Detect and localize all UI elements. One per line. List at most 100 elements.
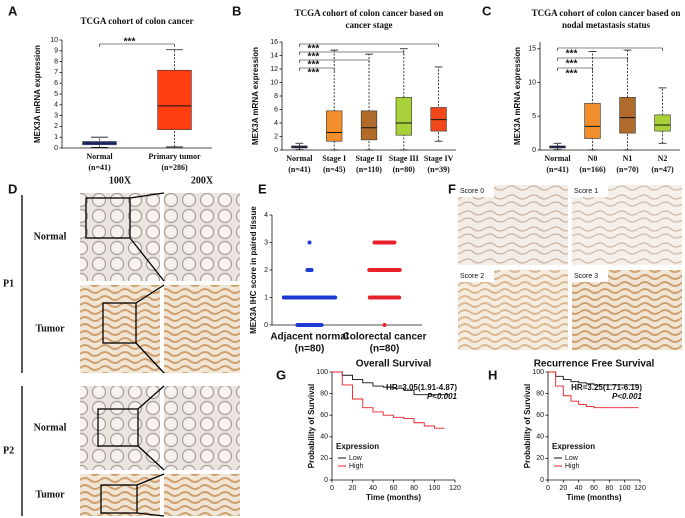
y-tick-label: 40 — [320, 434, 328, 441]
dot — [382, 323, 387, 327]
y-tick-label: 1 — [54, 134, 58, 141]
y-tick-label: 60 — [536, 412, 544, 419]
x-tick-sublabel: (n=45) — [323, 165, 346, 174]
x-tick-label: 0 — [330, 485, 334, 492]
x-tick-label: 40 — [369, 485, 377, 492]
y-tick-label: 0 — [264, 322, 268, 329]
y-tick-label: 2 — [274, 133, 278, 140]
x-tick-label: 80 — [410, 485, 418, 492]
x-tick-label: N1 — [623, 154, 633, 163]
y-tick-label: 6 — [54, 80, 58, 87]
dot — [392, 240, 397, 245]
x-tick-sublabel: (n=47) — [651, 165, 674, 174]
x-tick-sublabel: (n=41) — [546, 165, 569, 174]
y-tick-label: 60 — [320, 412, 328, 419]
significance-label: *** — [308, 52, 320, 63]
hazard-ratio: HR=3.25(1.71-6.19) — [571, 383, 642, 392]
x-tick-sublabel: (n=41) — [288, 165, 311, 174]
dot — [333, 295, 338, 300]
y-tick-label: 1 — [264, 294, 268, 301]
y-axis-label: MEX3A mRNA expression — [251, 47, 260, 145]
x-tick-sublabel: (n=80) — [295, 344, 325, 355]
panel-label: E — [258, 181, 267, 196]
row-label: Tumor — [35, 323, 65, 334]
row-label: Normal — [34, 231, 67, 242]
dot — [319, 323, 324, 327]
x-tick-label: 20 — [349, 485, 357, 492]
dot — [309, 268, 314, 272]
legend-title: Expression — [336, 442, 379, 451]
y-tick-label: 20 — [536, 455, 544, 462]
x-tick-label: 120 — [634, 485, 646, 492]
row-label: Normal — [34, 422, 67, 433]
chart-title: Overall Survival — [356, 359, 432, 370]
panel-label: B — [232, 3, 241, 18]
significance-label: *** — [308, 60, 320, 71]
y-tick-label: 16 — [270, 39, 278, 46]
y-axis-label: Probability of Survival — [523, 384, 532, 468]
x-tick-sublabel: (n=70) — [616, 165, 639, 174]
patient-label: P2 — [3, 445, 14, 456]
score-label: Score 2 — [460, 273, 484, 280]
y-tick-label: 20 — [320, 455, 328, 462]
significance-label: *** — [308, 44, 320, 55]
x-tick-sublabel: (n=80) — [370, 344, 400, 355]
significance-label: *** — [566, 49, 578, 60]
x-tick-sublabel: (n=286) — [161, 163, 188, 172]
y-tick-label: 4 — [274, 120, 278, 127]
y-tick-label: 10 — [528, 79, 536, 86]
x-tick-label: Stage I — [322, 154, 346, 163]
box — [619, 97, 636, 134]
x-tick-label: Stage II — [356, 154, 383, 163]
y-tick-label: 3 — [54, 112, 58, 119]
y-tick-label: 4 — [264, 212, 268, 219]
box — [360, 110, 378, 141]
significance-label: *** — [124, 37, 136, 48]
dot-cluster — [367, 268, 402, 272]
x-tick-label: 100 — [429, 485, 441, 492]
panel-f-images — [458, 185, 682, 350]
panel-label: A — [8, 3, 18, 18]
x-tick-sublabel: (n=80) — [393, 165, 416, 174]
column-label: 100X — [109, 175, 132, 186]
significance-label: *** — [566, 69, 578, 80]
patient-label: P1 — [3, 278, 14, 289]
y-tick-label: 5 — [532, 113, 536, 120]
box — [584, 103, 601, 139]
x-tick-label: Normal — [544, 154, 571, 163]
dot-cluster — [367, 295, 402, 300]
score-label: Score 0 — [460, 188, 484, 195]
hazard-ratio: HR=3.05(1.91-4.87) — [386, 383, 457, 392]
x-tick-sublabel: (n=110) — [356, 165, 382, 174]
x-tick-label: Normal — [286, 154, 313, 163]
x-tick-label: Stage III — [389, 154, 419, 163]
x-tick-label: N2 — [658, 154, 668, 163]
dot — [397, 295, 402, 300]
panel-label: G — [276, 367, 286, 382]
x-tick-label: N0 — [588, 154, 598, 163]
x-axis-label: Time (months) — [567, 493, 622, 502]
score-label: Score 3 — [574, 273, 598, 280]
survival-curve — [548, 371, 639, 409]
p-value: P<0.001 — [427, 392, 458, 401]
box — [326, 110, 343, 142]
y-tick-label: 2 — [54, 123, 58, 130]
x-tick-label: Colorectal cancer — [343, 332, 427, 343]
significance-label: *** — [566, 59, 578, 70]
y-tick-label: 10 — [50, 37, 58, 44]
x-tick-label: 80 — [605, 485, 613, 492]
chart-title: cancer stage — [345, 20, 392, 30]
survival-curve — [332, 371, 450, 396]
x-tick-sublabel: (n=41) — [88, 163, 111, 172]
y-tick-label: 0 — [532, 147, 536, 154]
p-value: P<0.001 — [612, 392, 643, 401]
x-tick-label: 40 — [575, 485, 583, 492]
x-tick-label: 60 — [590, 485, 598, 492]
box — [395, 97, 412, 136]
dot-cluster — [382, 323, 387, 327]
y-axis-label: MEX3A mRNA expression — [513, 47, 522, 145]
dot-cluster — [307, 240, 312, 245]
chart-title: Recurrence Free Survival — [534, 359, 655, 370]
y-tick-label: 0 — [324, 477, 328, 484]
